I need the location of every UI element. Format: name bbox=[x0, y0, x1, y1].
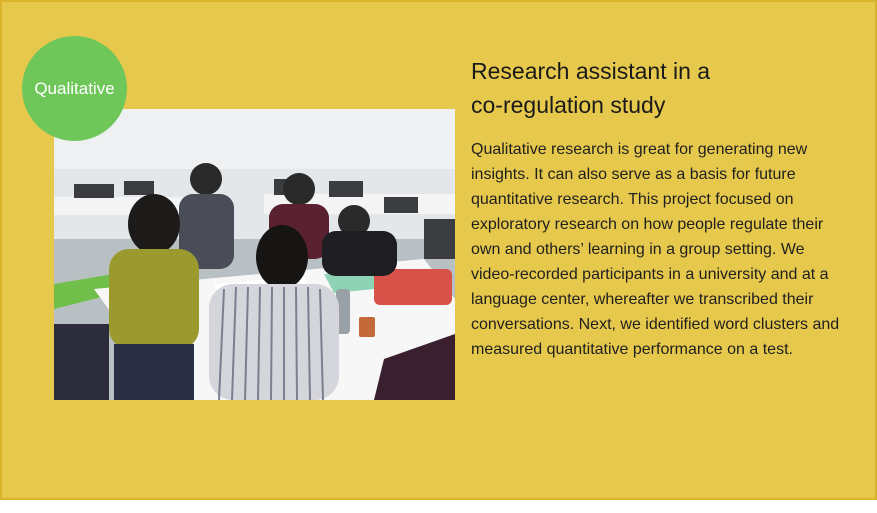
category-badge-label: Qualitative bbox=[34, 78, 115, 98]
classroom-group-illustration bbox=[54, 109, 455, 400]
project-title: Research assistant in a co-regulation st… bbox=[471, 54, 851, 122]
project-description: Qualitative research is great for genera… bbox=[471, 141, 840, 358]
project-card: Qualitative Research assistant in a co-r… bbox=[0, 0, 877, 500]
project-title-line-1: Research assistant in a bbox=[471, 58, 711, 84]
project-title-line-2: co-regulation study bbox=[471, 92, 666, 118]
category-badge: Qualitative bbox=[22, 36, 127, 141]
study-photo bbox=[54, 109, 455, 400]
